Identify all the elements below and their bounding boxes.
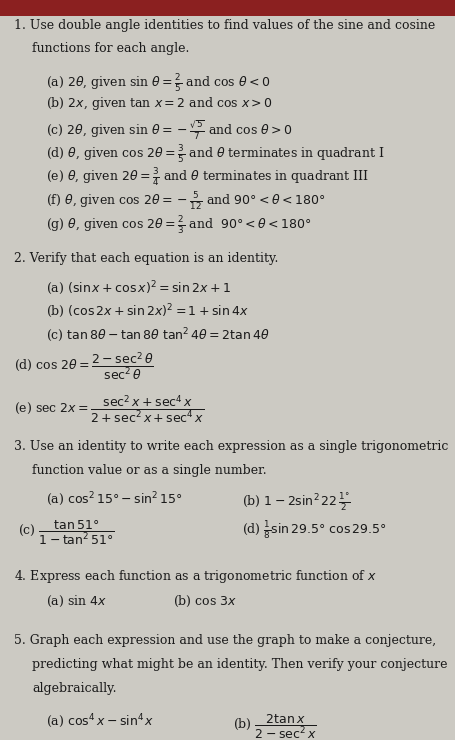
Text: (b) $\dfrac{2\tan x}{2-\sec^2 x}$: (b) $\dfrac{2\tan x}{2-\sec^2 x}$	[232, 713, 315, 740]
Text: (b) $2x$, given tan $x = 2$ and cos $x > 0$: (b) $2x$, given tan $x = 2$ and cos $x >…	[46, 95, 272, 112]
Text: (c) $2\theta$, given sin $\theta = -\frac{\sqrt{5}}{7}$ and cos $\theta > 0$: (c) $2\theta$, given sin $\theta = -\fra…	[46, 119, 292, 142]
Text: (e) sec $2x = \dfrac{\sec^2 x + \sec^4 x}{2+\sec^2 x + \sec^4 x}$: (e) sec $2x = \dfrac{\sec^2 x + \sec^4 x…	[14, 393, 204, 425]
Text: functions for each angle.: functions for each angle.	[32, 42, 189, 56]
Text: (f) $\theta$, given cos $2\theta = -\frac{5}{12}$ and $90° < \theta < 180°$: (f) $\theta$, given cos $2\theta = -\fra…	[46, 190, 324, 212]
Text: (c) $\tan 8\theta - \tan 8\theta\ \tan^2 4\theta = 2\tan 4\theta$: (c) $\tan 8\theta - \tan 8\theta\ \tan^2…	[46, 326, 269, 344]
Text: 2. Verify that each equation is an identity.: 2. Verify that each equation is an ident…	[14, 252, 278, 266]
Text: function value or as a single number.: function value or as a single number.	[32, 464, 266, 477]
Text: (b) $1 - 2\sin^2 22\,\frac{1°}{2}$: (b) $1 - 2\sin^2 22\,\frac{1°}{2}$	[241, 491, 350, 513]
Text: (a) $2\theta$, given sin $\theta = \frac{2}{5}$ and cos $\theta < 0$: (a) $2\theta$, given sin $\theta = \frac…	[46, 72, 269, 94]
Text: (g) $\theta$, given cos $2\theta = \frac{2}{3}$ and  $90° < \theta < 180°$: (g) $\theta$, given cos $2\theta = \frac…	[46, 214, 311, 236]
Text: (a) $\cos^2 15° - \sin^2 15°$: (a) $\cos^2 15° - \sin^2 15°$	[46, 491, 182, 508]
FancyBboxPatch shape	[0, 0, 455, 16]
Text: (d) cos $2\theta = \dfrac{2-\sec^2\theta}{\sec^2\theta}$: (d) cos $2\theta = \dfrac{2-\sec^2\theta…	[14, 350, 153, 382]
Text: 5. Graph each expression and use the graph to make a conjecture,: 5. Graph each expression and use the gra…	[14, 634, 435, 648]
Text: (a) $(\sin x + \cos x)^2 = \sin 2x + 1$: (a) $(\sin x + \cos x)^2 = \sin 2x + 1$	[46, 279, 230, 297]
Text: 1. Use double angle identities to find values of the sine and cosine: 1. Use double angle identities to find v…	[14, 18, 434, 32]
Text: (b) $(\cos 2x + \sin 2x)^2 = 1 + \sin 4x$: (b) $(\cos 2x + \sin 2x)^2 = 1 + \sin 4x…	[46, 303, 248, 320]
Text: (d) $\theta$, given cos $2\theta = \frac{3}{5}$ and $\theta$ terminates in quadr: (d) $\theta$, given cos $2\theta = \frac…	[46, 143, 384, 165]
Text: 4. Express each function as a trigonometric function of $x$: 4. Express each function as a trigonomet…	[14, 568, 376, 585]
Text: 3. Use an identity to write each expression as a single trigonometric: 3. Use an identity to write each express…	[14, 440, 447, 454]
Text: (d) $\frac{1}{8}\sin 29.5°\ \cos 29.5°$: (d) $\frac{1}{8}\sin 29.5°\ \cos 29.5°$	[241, 519, 385, 541]
Text: (b) cos $3x$: (b) cos $3x$	[173, 594, 237, 609]
Text: (c) $\dfrac{\tan 51°}{1-\tan^2 51°}$: (c) $\dfrac{\tan 51°}{1-\tan^2 51°}$	[18, 519, 115, 547]
Text: (e) $\theta$, given $2\theta = \frac{3}{4}$ and $\theta$ terminates in quadrant : (e) $\theta$, given $2\theta = \frac{3}{…	[46, 166, 368, 189]
Text: (a) sin $4x$: (a) sin $4x$	[46, 594, 106, 609]
Text: algebraically.: algebraically.	[32, 682, 116, 695]
Text: predicting what might be an identity. Then verify your conjecture: predicting what might be an identity. Th…	[32, 658, 446, 671]
Text: (a) $\cos^4 x - \sin^4 x$: (a) $\cos^4 x - \sin^4 x$	[46, 713, 154, 730]
